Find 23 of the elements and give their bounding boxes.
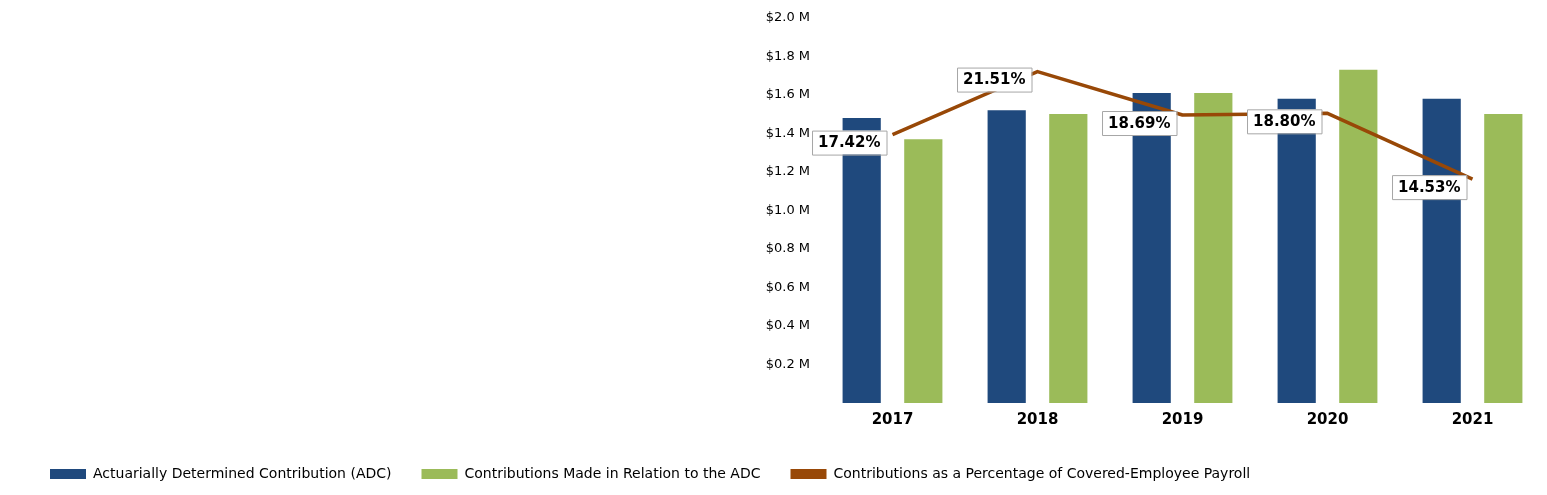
y-tick-label: $0.4 M xyxy=(765,317,810,333)
legend-label: Contributions Made in Relation to the ADC xyxy=(464,464,761,481)
x-tick-label: 2017 xyxy=(871,409,914,428)
legend-label: Contributions as a Percentage of Covered-Employee Payroll xyxy=(833,464,1251,481)
y-tick-label: $0.6 M xyxy=(765,278,810,294)
y-tick-label: $1.2 M xyxy=(765,163,810,179)
y-tick-label: $1.0 M xyxy=(765,201,810,217)
data-label: 21.51% xyxy=(963,70,1026,89)
data-label: 18.69% xyxy=(1108,113,1171,132)
y-tick-label: $1.4 M xyxy=(765,124,810,140)
data-label: 17.42% xyxy=(818,133,881,152)
data-label: 14.53% xyxy=(1398,178,1461,197)
y-tick-label: $0.8 M xyxy=(765,240,810,256)
y-tick-label: $2.0 M xyxy=(765,9,810,25)
legend-label: Actuarially Determined Contribution (ADC) xyxy=(93,464,392,481)
data-label: 18.80% xyxy=(1253,112,1316,131)
x-tick-label: 2019 xyxy=(1161,409,1204,428)
x-tick-label: 2020 xyxy=(1306,409,1349,428)
y-tick-label: $1.8 M xyxy=(765,47,810,63)
x-tick-label: 2018 xyxy=(1016,409,1059,428)
x-tick-label: 2021 xyxy=(1451,409,1494,428)
y-tick-label: $0.2 M xyxy=(765,355,810,371)
y-tick-label: $1.6 M xyxy=(765,86,810,102)
